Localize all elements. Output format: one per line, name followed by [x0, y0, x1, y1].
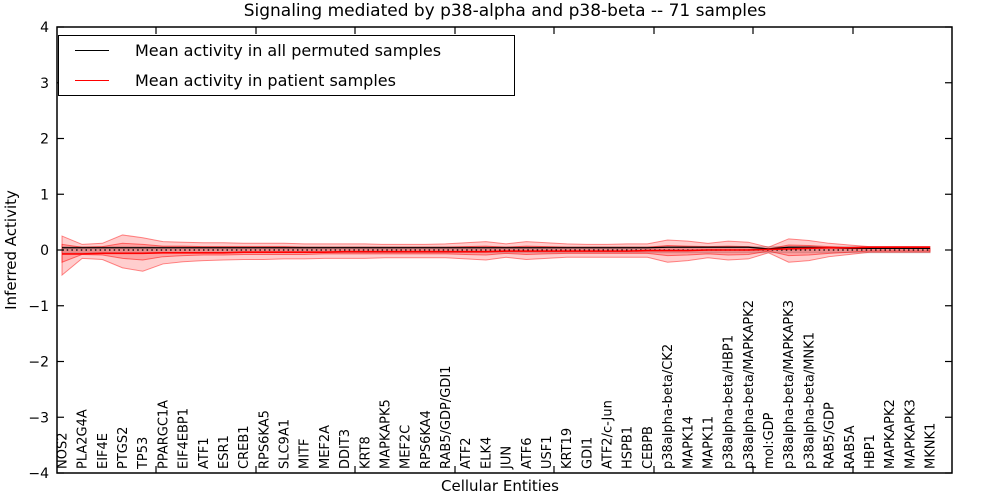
x-category-label: CREB1 [237, 425, 252, 469]
x-category-label: p38alpha-beta/MNK1 [802, 332, 817, 469]
x-category-label: RAB5A [843, 425, 858, 469]
y-tick-label: 4 [40, 20, 49, 36]
x-category-label: PTGS2 [116, 427, 131, 469]
x-category-label: SLC9A1 [278, 419, 293, 469]
x-category-label: RAB5/GDP/GDI1 [439, 366, 454, 469]
x-category-label: ATF2 [459, 437, 474, 469]
y-tick-label: 3 [40, 76, 49, 92]
x-category-label: MITF [298, 439, 313, 469]
x-category-label: DDIT3 [338, 429, 353, 469]
series-line-mean-activity-in-all-permuted-samples [62, 246, 930, 250]
x-category-label: p38alpha-beta/HBP1 [722, 335, 737, 469]
x-category-label: TP53 [136, 437, 151, 470]
x-category-label: ATF1 [197, 437, 212, 469]
y-tick-label: 2 [40, 132, 49, 148]
legend-label-permuted: Mean activity in all permuted samples [135, 41, 442, 60]
x-category-label: MAPK14 [681, 416, 696, 469]
x-category-label: EIF4E [96, 433, 111, 469]
series-line-mean-activity-in-patient-samples [62, 246, 930, 255]
x-category-label: MAPKAPK2 [883, 399, 898, 469]
x-category-label: HSPB1 [621, 426, 636, 469]
bands-layer [61, 234, 931, 277]
x-category-label: p38alpha-beta/MAPKAPK2 [742, 300, 757, 469]
legend: Mean activity in all permuted samples Me… [58, 35, 515, 96]
y-tick-label: 1 [40, 187, 49, 203]
x-category-label: RPS6KA4 [419, 410, 434, 469]
x-category-label: NOS2 [56, 433, 71, 469]
x-category-label: JUN [500, 446, 515, 470]
x-category-label: GDI1 [580, 437, 595, 469]
legend-item-patient: Mean activity in patient samples [75, 68, 514, 94]
x-category-labels: NOS2 PLA2G4A EIF4E PTGS2 TP53 PPARGC1A EIF4EBP… [56, 300, 939, 470]
legend-line-permuted [75, 50, 109, 51]
y-tick-label: −4 [28, 466, 49, 482]
band-patient-sample-range-outer [61, 234, 931, 277]
x-category-label: MAPKAPK3 [903, 399, 918, 469]
x-category-label: MKNK1 [924, 423, 939, 469]
y-axis-label: Inferred Activity [2, 190, 20, 310]
x-category-label: RPS6KA5 [257, 410, 272, 469]
x-category-label: p38alpha-beta/CK2 [661, 344, 676, 469]
x-category-label: USF1 [540, 435, 555, 469]
x-category-label: mol:GDP [762, 412, 777, 469]
x-category-label: RAB5/GDP [823, 402, 838, 469]
x-category-label: KRT19 [560, 428, 575, 469]
x-category-label: PPARGC1A [156, 400, 171, 469]
x-category-label: ATF2/c-Jun [601, 400, 616, 469]
x-category-label: PLA2G4A [76, 409, 91, 469]
y-tick-label: 0 [40, 243, 49, 259]
x-category-label: HBP1 [863, 434, 878, 469]
x-category-label: ELK4 [479, 437, 494, 469]
x-axis-label: Cellular Entities [441, 477, 559, 495]
y-tick-label: −2 [28, 355, 49, 371]
y-tick-labels: 4 3 2 1 0 −1 −2 −3 −4 [28, 20, 49, 482]
x-category-label: CEBPB [641, 426, 656, 469]
x-category-label: ATF6 [520, 437, 535, 469]
x-category-label: MEF2C [399, 425, 414, 469]
x-category-label: MAPKAPK5 [378, 399, 393, 469]
x-category-label: KRT8 [358, 436, 373, 469]
x-category-label: ESR1 [217, 435, 232, 469]
lines-layer [62, 246, 930, 255]
chart-title: Signaling mediated by p38-alpha and p38-… [244, 1, 767, 21]
legend-line-patient [75, 80, 109, 81]
y-tick-label: −1 [28, 299, 49, 315]
legend-label-patient: Mean activity in patient samples [135, 71, 396, 90]
legend-item-permuted: Mean activity in all permuted samples [75, 38, 514, 64]
x-category-label: MEF2A [318, 425, 333, 469]
y-tick-label: −3 [28, 410, 49, 426]
x-category-label: EIF4EBP1 [177, 408, 192, 469]
x-category-label: p38alpha-beta/MAPKAPK3 [782, 300, 797, 469]
x-category-label: MAPK11 [701, 416, 716, 469]
